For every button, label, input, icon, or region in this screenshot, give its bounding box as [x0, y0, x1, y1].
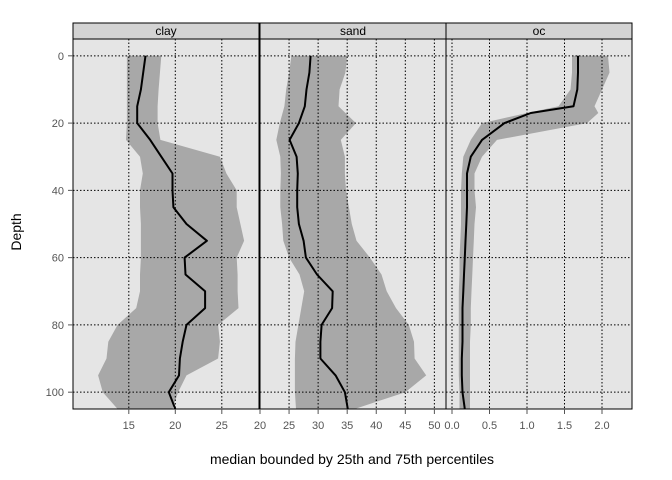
panel-background [446, 39, 632, 409]
y-tick-label: 100 [46, 387, 64, 399]
median-line-clay [136, 55, 208, 410]
x-tick-label: 25 [216, 420, 228, 432]
x-tick-label: 30 [312, 420, 324, 432]
y-tick-label: 80 [52, 320, 64, 332]
percentile-band-clay [98, 55, 245, 410]
y-tick-label: 40 [52, 185, 64, 197]
x-tick-label: 1.5 [557, 420, 572, 432]
strip-label-clay: clay [155, 24, 176, 38]
panel-oc: oc 0.0 0.5 1.0 1.5 2.0 [444, 22, 633, 432]
x-tick-label: 20 [254, 420, 266, 432]
x-tick-label: 45 [399, 420, 411, 432]
percentile-band-sand [276, 55, 427, 410]
percentile-band-oc [458, 55, 610, 410]
x-tick-label: 15 [123, 420, 135, 432]
x-tick-label: 2.0 [594, 420, 609, 432]
y-tick-label: 20 [52, 118, 64, 130]
x-tick-label: 20 [169, 420, 181, 432]
x-axis-title: median bounded by 25th and 75th percenti… [210, 451, 494, 467]
x-tick-label: 1.0 [519, 420, 534, 432]
x-tick-label: 35 [341, 420, 353, 432]
x-tick-label: 25 [283, 420, 295, 432]
y-axis-title: Depth [8, 213, 24, 250]
panel-border [72, 38, 260, 410]
panel-border [445, 38, 633, 410]
strip-label-oc: oc [533, 24, 546, 38]
x-tick-label: 0.5 [482, 420, 497, 432]
panel-clay: clay 15 20 25 [72, 22, 260, 432]
strip-label-sand: sand [340, 24, 366, 38]
x-tick-label: 0.0 [444, 420, 459, 432]
median-line-sand [288, 55, 349, 410]
median-line-oc [460, 55, 579, 410]
y-tick-label: 0 [58, 51, 64, 63]
x-tick-label: 50 [428, 420, 440, 432]
x-tick-label: 40 [370, 420, 382, 432]
panel-sand: sand 20 25 30 35 40 45 50 [254, 22, 447, 432]
y-tick-label: 60 [52, 253, 64, 265]
